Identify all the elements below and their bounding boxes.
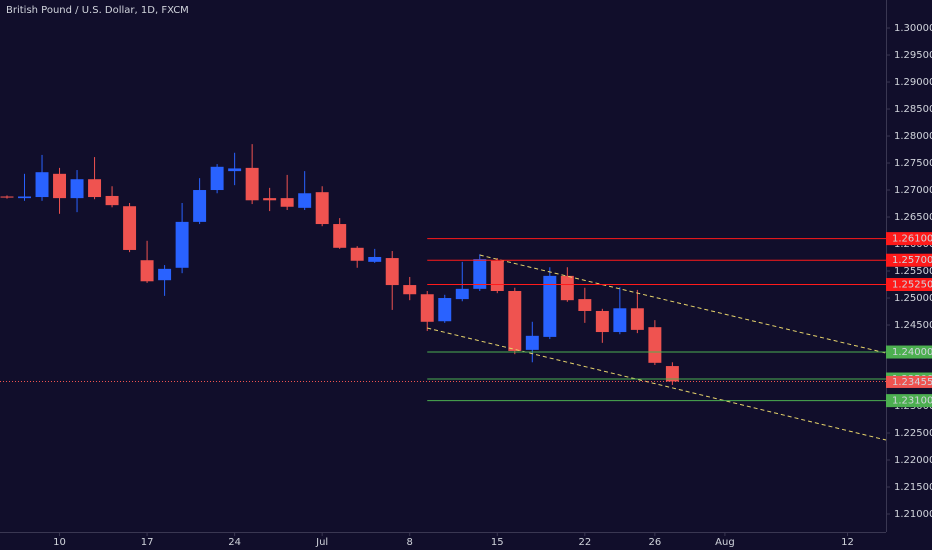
candle-body xyxy=(525,335,539,350)
y-tick-label: 1.26500 xyxy=(894,212,932,223)
y-tick-label: 1.22000 xyxy=(894,455,932,466)
y-tick-label: 1.29000 xyxy=(894,77,932,88)
x-tick-label: Aug xyxy=(715,537,735,548)
x-tick-label: 24 xyxy=(228,537,241,548)
y-tick-label: 1.28000 xyxy=(894,131,932,142)
candle-body xyxy=(105,195,119,206)
x-tick-label: 8 xyxy=(407,537,413,548)
y-tick-label: 1.21500 xyxy=(894,482,932,493)
last-price-label-box xyxy=(886,375,932,388)
candle-body xyxy=(490,260,504,292)
x-tick-label: 15 xyxy=(491,537,504,548)
candle-body xyxy=(508,291,522,351)
x-tick-label: 10 xyxy=(53,537,66,548)
candle-body xyxy=(228,168,242,172)
last-price-label: 1.23455 xyxy=(892,377,932,388)
level-label: 1.26100 xyxy=(892,234,932,245)
candle-body xyxy=(403,285,417,295)
candle-body xyxy=(70,179,84,199)
level-label: 1.23100 xyxy=(892,396,932,407)
y-tick-label: 1.29500 xyxy=(894,50,932,61)
y-tick-label: 1.27000 xyxy=(894,185,932,196)
y-tick-label: 1.25500 xyxy=(894,266,932,277)
chart-title: British Pound / U.S. Dollar, 1D, FXCM xyxy=(6,5,189,16)
x-tick-label: 17 xyxy=(141,537,154,548)
x-tick-label: 26 xyxy=(649,537,662,548)
candle-body xyxy=(158,268,172,281)
candle-body xyxy=(350,247,364,261)
level-label-box xyxy=(886,394,932,408)
level-label-box xyxy=(886,232,932,246)
y-tick-label: 1.28500 xyxy=(894,104,932,115)
y-tick-label: 1.24500 xyxy=(894,320,932,331)
candle-body xyxy=(193,190,207,222)
candle-body xyxy=(18,196,31,199)
y-tick-label: 1.30000 xyxy=(894,23,932,34)
candle-body xyxy=(455,288,469,300)
candle-body xyxy=(385,258,399,286)
x-tick-label: 12 xyxy=(841,537,854,548)
candle-body xyxy=(298,193,312,208)
candle-body xyxy=(53,173,67,199)
candle-body xyxy=(630,308,644,330)
y-tick-label: 1.21000 xyxy=(894,509,932,520)
candle-body xyxy=(595,310,609,333)
candle-body xyxy=(473,259,487,289)
candle-body xyxy=(665,366,679,382)
level-label-box xyxy=(886,278,932,292)
level-label: 1.25250 xyxy=(892,280,932,291)
candle-body xyxy=(263,198,277,201)
level-label: 1.24000 xyxy=(892,347,932,358)
candle-body xyxy=(210,166,224,191)
candle-body xyxy=(420,294,434,322)
candle-body xyxy=(315,192,329,225)
candle-body xyxy=(438,298,452,322)
candle-body xyxy=(578,299,592,311)
candle-body xyxy=(123,206,137,250)
candle-body xyxy=(543,275,557,337)
candle-body xyxy=(648,327,662,363)
candle-body xyxy=(35,172,49,198)
x-tick-label: 22 xyxy=(578,537,591,548)
candle-body xyxy=(368,256,382,262)
y-tick-label: 1.25000 xyxy=(894,293,932,304)
candle-body xyxy=(175,221,189,268)
trendline xyxy=(427,327,887,441)
level-label: 1.25700 xyxy=(892,255,932,266)
level-label-box xyxy=(886,253,932,267)
candle-body xyxy=(88,179,102,198)
x-tick-label: Jul xyxy=(315,537,328,548)
candle-body xyxy=(613,308,627,333)
y-tick-label: 1.22500 xyxy=(894,428,932,439)
y-tick-label: 1.27500 xyxy=(894,158,932,169)
candle-body xyxy=(333,224,347,248)
candle-body xyxy=(280,198,294,207)
candle-body xyxy=(560,275,574,301)
level-label-box xyxy=(886,345,932,359)
candle-body xyxy=(245,167,259,201)
candle-body xyxy=(0,196,14,198)
candle-body xyxy=(140,260,154,282)
